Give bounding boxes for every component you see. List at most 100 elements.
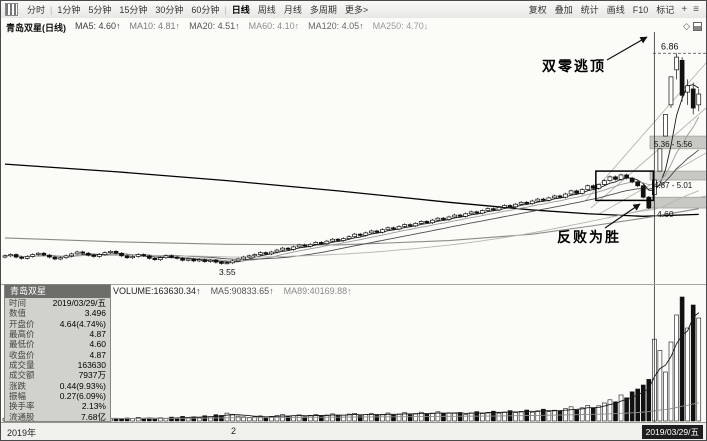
period-tab[interactable]: 5分钟 [88,5,112,15]
candle-down [540,198,546,201]
candle-up [269,251,274,255]
candle-up [402,224,407,227]
candle-down [557,195,563,198]
quote-row-value: 4.87 [89,349,106,360]
volume-bar-up [502,411,507,422]
volume-bar-up [568,406,574,422]
candle-up [230,260,235,264]
candle-down [152,257,158,260]
quote-row: 成交量 163630 [5,360,110,370]
candle-up [224,262,230,265]
candle-up [413,222,419,227]
quote-row-label: 成交量 [9,360,35,371]
candle-down [113,250,119,254]
volume-bar-up [163,418,169,422]
volume-bar-down [646,379,652,422]
period-tab[interactable]: 日线 [231,5,250,15]
candle-up [496,207,502,211]
quote-row-label: 收盘价 [9,349,35,360]
period-tab[interactable]: 15分钟 [119,5,148,15]
volume-bar-down [690,304,696,422]
quote-row-label: 最低价 [9,339,35,350]
candle-down [213,259,219,263]
candle-up [585,185,591,190]
long-ma-lines [4,163,699,246]
add-icon[interactable]: + [681,4,688,15]
volume-bar-up [130,418,135,422]
period-tab[interactable]: 更多> [344,5,369,15]
volume-bar-up [663,371,668,422]
candle-up [552,195,557,199]
quote-row: 时间 2019/03/29/五 [5,298,110,308]
quote-row-value: 7.68亿 [80,411,106,422]
main-candlestick-chart[interactable]: 6.86 5.36 - 5.56 4.87 - 5.01 4.60 3.55 [1,18,707,284]
volume-bar-down [374,415,380,422]
toolbar-button[interactable]: F10 [632,4,649,15]
volume-bar-up [618,394,624,422]
candle-up [502,205,507,208]
period-tabs: 分时 | 1分钟 5分钟 15分钟 30分钟 60分钟 | 日线 周线 月线 多周期 更多> [23,3,372,16]
candle-up [529,200,535,204]
candle-up [257,252,263,255]
toolbar-button[interactable]: 统计 [580,5,599,15]
candle-up [463,213,468,217]
period-tab[interactable]: 多周期 [309,5,337,15]
period-tab[interactable]: 1分钟 [57,5,81,15]
toolbar-button[interactable]: 标记 [656,5,675,15]
peak-price-label: 6.86 [661,41,679,51]
quote-row-value: 2019/03/29/五 [52,298,106,308]
volume-bar-down [635,388,641,422]
trend-line [590,107,706,209]
quote-row-label: 流通股 [9,411,35,422]
toolbar-button[interactable]: 画线 [606,5,625,15]
candle-down [302,244,308,247]
period-tab[interactable]: 60分钟 [191,5,220,15]
gap-zone [649,135,706,150]
volume-bar-up [274,415,280,422]
candle-down [590,185,596,189]
candle-down [91,254,97,257]
volume-bar-down [629,391,635,422]
period-tab[interactable]: 分时 [27,5,46,15]
candle-down [335,238,341,241]
candle-down [613,176,618,180]
volume-bar-up [685,327,690,422]
candle-up [307,243,313,247]
candle-up [252,254,258,257]
quote-panel-title[interactable]: 青岛双星 [5,285,110,298]
toolbar-button[interactable]: 叠加 [554,5,573,15]
gap-zone [649,170,706,181]
candle-down [52,256,58,260]
tab-separator: | [224,4,227,15]
menu-icon[interactable]: ≡ [693,4,699,15]
candle-down [19,256,24,259]
candle-up [135,254,141,257]
quote-row-label: 时间 [9,298,27,308]
candle-up [58,257,63,260]
diamond-icon[interactable]: ◇ [683,21,690,31]
candle-up [535,198,541,202]
quote-row-label: 最高价 [9,329,35,340]
candle-up [30,254,36,257]
candle-up [380,229,385,233]
save-icon[interactable] [693,22,702,31]
period-tab[interactable]: 月线 [283,5,302,15]
candle-down [285,247,291,250]
quote-row: 成交额 7937万 [5,370,110,380]
candle-up [485,208,491,211]
candle-up [385,227,391,231]
candle-down [391,227,396,230]
candle-up [241,256,246,260]
period-tab[interactable]: 周线 [257,5,276,15]
chart-corner-icons: ◇ [683,21,702,32]
candle-down [124,255,130,259]
volume-bar-up [452,413,457,422]
volume-bar-up [224,412,230,422]
volume-bar-down [574,409,579,422]
candle-down [635,181,641,187]
toolbar-button[interactable]: 复权 [528,5,547,15]
candle-down [174,256,180,259]
quote-row-value: 163630 [77,360,106,371]
period-tab[interactable]: 30分钟 [155,5,184,15]
volume-chart[interactable] [1,284,707,423]
